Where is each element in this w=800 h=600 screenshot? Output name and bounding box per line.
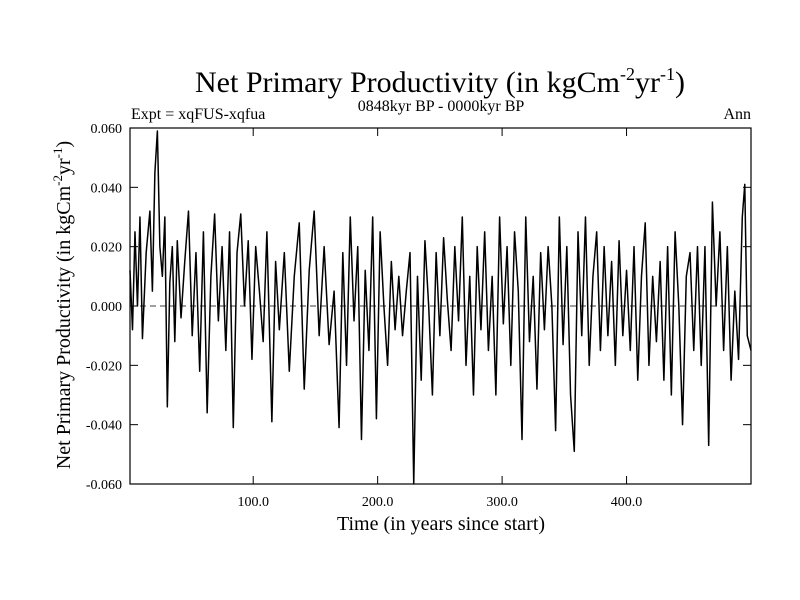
y-tick-label: -0.060 — [86, 478, 122, 493]
period-label: 0848kyr BP - 0000kyr BP — [358, 98, 525, 115]
season-label: Ann — [723, 106, 751, 123]
y-tick-label: 0.000 — [91, 300, 123, 315]
y-tick-label: -0.040 — [86, 419, 122, 434]
x-tick-label: 400.0 — [611, 495, 643, 510]
x-tick-label: 300.0 — [486, 495, 518, 510]
y-tick-label: -0.020 — [86, 359, 122, 374]
x-axis-label: Time (in years since start) — [337, 513, 545, 535]
experiment-label: Expt = xqFUS-xqfua — [131, 106, 265, 123]
y-tick-label: 0.020 — [91, 241, 123, 256]
x-tick-label: 100.0 — [237, 495, 269, 510]
chart-title: Net Primary Productivity (in kgCm-2yr-1) — [195, 64, 685, 99]
x-tick-label: 200.0 — [362, 495, 394, 510]
x-ticks: 100.0 200.0 300.0 400.0 — [237, 128, 642, 510]
series-line — [129, 130, 752, 485]
y-tick-label: 0.040 — [91, 181, 123, 196]
y-tick-label: 0.060 — [91, 122, 123, 137]
series-group — [129, 130, 752, 485]
y-axis-label: Net Primary Productivity (in kgCm-2yr-1) — [50, 141, 75, 469]
y-ticks: 0.060 0.040 0.020 0.000 -0.020 -0.040 -0.060 — [86, 122, 751, 493]
